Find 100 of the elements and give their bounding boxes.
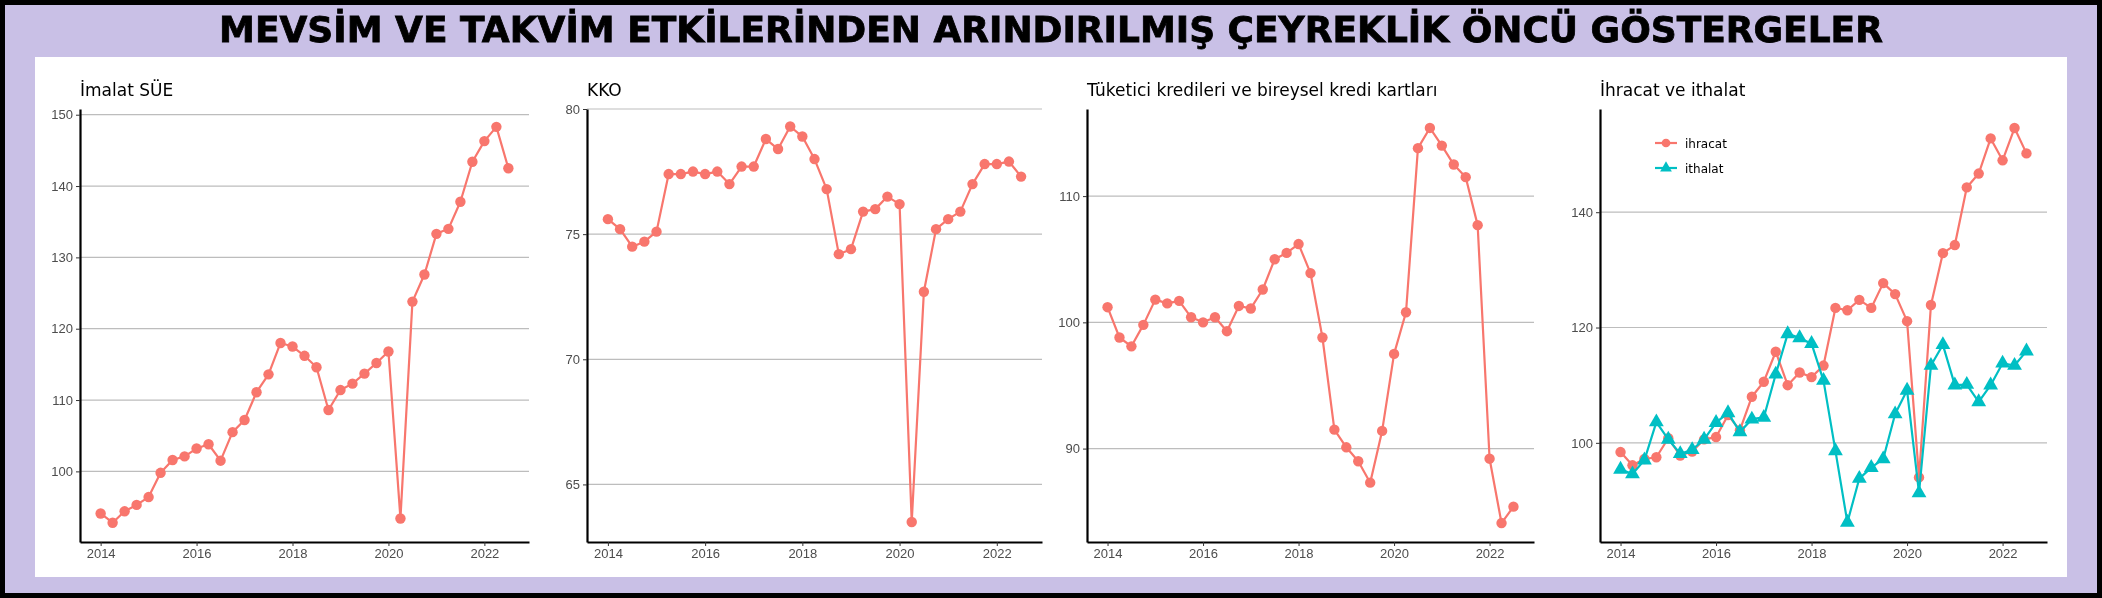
point <box>407 296 418 307</box>
point <box>1400 307 1412 318</box>
point <box>602 213 614 225</box>
point <box>1937 247 1949 259</box>
point <box>227 426 238 438</box>
point <box>1828 442 1843 456</box>
x-tick-label: 2020 <box>1380 546 1410 562</box>
point <box>833 248 845 260</box>
point <box>1508 501 1519 512</box>
point <box>1648 413 1664 427</box>
point <box>335 384 346 396</box>
point <box>687 166 699 177</box>
x-tick-label: 2014 <box>1093 546 1123 562</box>
point <box>1854 294 1865 306</box>
point <box>1293 238 1304 250</box>
legend-label: ithalat <box>1685 161 1724 176</box>
point <box>1412 142 1424 154</box>
point <box>1484 453 1495 464</box>
point <box>870 203 881 215</box>
point <box>1305 267 1316 279</box>
y-tick-label: 70 <box>565 351 580 367</box>
point <box>1830 302 1841 314</box>
x-tick-label: 2018 <box>278 546 308 562</box>
point <box>1816 372 1831 385</box>
point <box>1353 456 1364 467</box>
point <box>383 346 394 357</box>
point <box>479 135 490 147</box>
point <box>1971 393 1987 407</box>
point <box>663 168 674 180</box>
point <box>894 198 905 210</box>
point <box>797 131 808 142</box>
point <box>455 196 466 207</box>
point <box>1997 155 2008 166</box>
point <box>1448 159 1459 170</box>
point <box>1388 348 1400 360</box>
point <box>1209 312 1221 323</box>
y-tick-label: 130 <box>51 250 73 266</box>
y-tick-label: 120 <box>51 321 73 337</box>
point <box>143 491 154 503</box>
point <box>1615 446 1626 458</box>
point <box>287 341 298 352</box>
point <box>419 269 430 280</box>
point <box>1818 360 1829 371</box>
point <box>1768 365 1784 379</box>
point <box>1720 404 1736 418</box>
point <box>371 357 382 369</box>
point <box>275 337 286 349</box>
point <box>167 454 178 466</box>
point <box>784 121 796 132</box>
point <box>2019 342 2034 356</box>
y-tick-label: 75 <box>565 226 580 242</box>
point <box>1708 414 1724 427</box>
point <box>1866 302 1877 314</box>
y-tick-label: 120 <box>1571 320 1593 336</box>
point <box>1794 367 1805 378</box>
point <box>748 161 759 172</box>
point <box>906 516 917 528</box>
point <box>967 178 978 190</box>
point <box>431 228 442 240</box>
point <box>215 455 226 466</box>
x-tick-label: 2016 <box>1702 546 1732 562</box>
chart-title: KKO <box>587 80 622 100</box>
point <box>179 451 190 462</box>
y-tick-label: 140 <box>51 178 73 194</box>
point <box>359 368 370 379</box>
x-tick-label: 2014 <box>1606 546 1636 562</box>
x-tick-label: 2022 <box>1988 546 2018 562</box>
point <box>1959 376 1975 389</box>
x-tick-label: 2022 <box>1475 546 1505 562</box>
point <box>1102 302 1113 313</box>
point <box>1162 298 1173 309</box>
point <box>347 378 358 389</box>
x-tick-label: 2018 <box>788 546 818 562</box>
point <box>1376 425 1388 437</box>
point <box>1842 305 1853 316</box>
point <box>991 158 1002 170</box>
point <box>155 467 166 478</box>
point <box>1925 299 1937 311</box>
point <box>1839 513 1855 527</box>
point <box>1651 452 1662 463</box>
y-tick-label: 80 <box>565 101 580 117</box>
point <box>299 350 310 362</box>
point <box>1746 391 1758 402</box>
point <box>1911 484 1927 498</box>
point <box>1496 517 1507 529</box>
point <box>1269 254 1280 265</box>
point <box>845 243 857 255</box>
x-tick-label: 2022 <box>470 546 500 562</box>
point <box>675 168 687 180</box>
point <box>1995 354 2010 368</box>
point <box>1935 336 1951 350</box>
point <box>1233 300 1245 312</box>
x-tick-label: 2018 <box>1797 546 1827 562</box>
point <box>857 206 869 217</box>
point <box>1949 239 1961 251</box>
point <box>1780 325 1796 339</box>
x-tick-label: 2020 <box>374 546 404 562</box>
point <box>107 517 118 528</box>
point <box>1782 379 1793 391</box>
point <box>1672 445 1688 459</box>
